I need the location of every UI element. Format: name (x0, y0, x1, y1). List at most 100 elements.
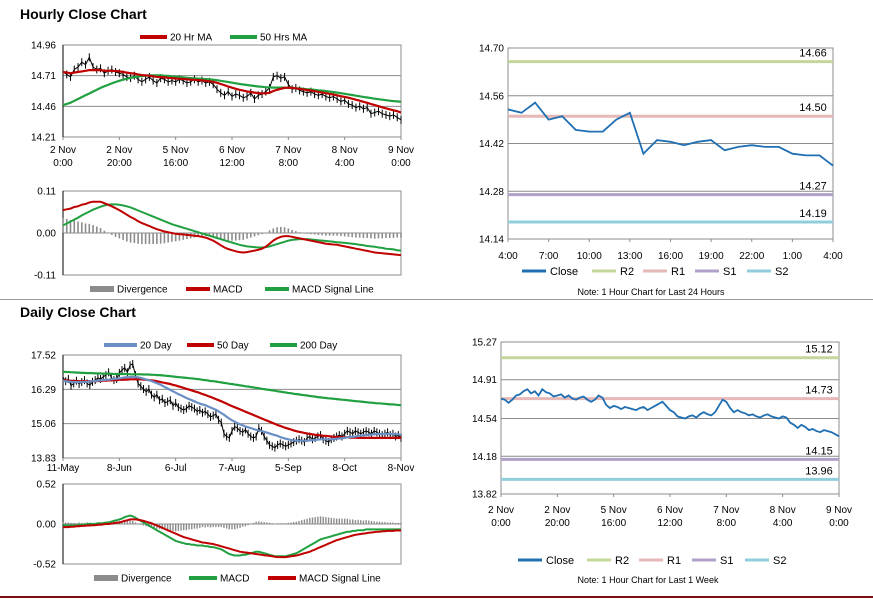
hourly-price-y-tick-label: 14.96 (31, 41, 56, 52)
legend-20-day-swatch (104, 343, 137, 347)
hourly-macd-y-tick-label: -0.11 (34, 271, 56, 282)
daily-pivot-x-tick-label: 4:00 (773, 518, 793, 529)
daily-pivot-x-tick-label: 2 Nov (488, 505, 514, 516)
hourly-price-x-tick-label: 8:00 (279, 158, 299, 169)
legend-daily-macd-signal-label: MACD Signal Line (299, 574, 381, 585)
legend-hourly-pivot-close-label: Close (550, 266, 578, 278)
legend-hourly-macd-signal-swatch (265, 287, 289, 291)
hourly-pivot-y-tick-label: 14.14 (479, 235, 504, 246)
hourly-price-x-tick-label: 4:00 (335, 158, 355, 169)
daily-price-y-tick-label: 16.29 (31, 385, 56, 396)
hourly-macd-y-tick-label: 0.00 (37, 229, 57, 240)
hourly-price-x-tick-label: 16:00 (163, 158, 188, 169)
daily-pivot-pivot-s1-value: 14.15 (805, 445, 833, 457)
hourly-pivot-y-tick-label: 14.70 (479, 44, 504, 55)
hourly-section-title: Hourly Close Chart (20, 6, 147, 22)
legend-20hr-ma-swatch (140, 35, 167, 39)
legend-200-day-swatch (270, 343, 297, 347)
hourly-price-x-tick-label: 7 Nov (275, 145, 301, 156)
hourly-pivot-x-tick-label: 4:00 (498, 251, 518, 262)
legend-hourly-divergence-swatch (90, 286, 114, 292)
hourly-pivot-x-tick-label: 1:00 (783, 251, 803, 262)
hourly-pivot-x-tick-label: 10:00 (577, 251, 602, 262)
hourly-price-y-tick-label: 14.21 (31, 133, 56, 144)
daily-pivot-x-tick-label: 8 Nov (770, 505, 796, 516)
daily-pivot-plot-frame (500, 341, 840, 495)
daily-price-y-tick-label: 13.83 (31, 454, 56, 465)
hourly-price-plot-frame (62, 44, 402, 138)
legend-50hrs-ma-swatch (230, 35, 257, 39)
daily-macd-y-tick-label: -0.52 (33, 560, 56, 571)
legend-200-day-label: 200 Day (300, 341, 337, 352)
daily-pivot-x-tick-label: 12:00 (657, 518, 682, 529)
daily-macd-y-tick-label: 0.52 (37, 480, 57, 491)
hourly-price-y-tick-label: 14.71 (31, 71, 56, 82)
legend-hourly-pivot-s1-label: S1 (723, 266, 736, 278)
hourly-price-series (62, 56, 402, 121)
daily-pivot-x-tick-label: 8:00 (717, 518, 737, 529)
daily-price-x-tick-label: 11-May (47, 463, 80, 474)
legend-daily-pivot-s1-label: S1 (720, 555, 733, 567)
daily-price-x-tick-label: 5-Sep (275, 463, 302, 474)
daily-ma20-series (62, 375, 402, 442)
legend-daily-divergence-label: Divergence (121, 574, 172, 585)
hourly-pivot-close-series (507, 101, 834, 167)
legend-hourly-pivot-r2-label: R2 (620, 266, 634, 278)
daily-pivot-x-tick-label: 9 Nov (826, 505, 852, 516)
hourly-macd-signal-series (62, 203, 402, 252)
daily-pivot-x-tick-label: 0:00 (491, 518, 511, 529)
hourly-price-x-tick-label: 6 Nov (219, 145, 245, 156)
legend-daily-pivot-r1-label: R1 (667, 555, 681, 567)
daily-price-x-tick-label: 8-Nov (388, 463, 415, 474)
legend-daily-pivot-close-label: Close (546, 555, 574, 567)
hourly-price-x-tick-label: 2 Nov (106, 145, 132, 156)
legend-hourly-divergence-label: Divergence (117, 285, 168, 296)
hourly-pivot-x-tick-label: 7:00 (539, 251, 559, 262)
daily-macd-series (63, 514, 401, 558)
daily-pivot-x-tick-label: 2 Nov (544, 505, 570, 516)
hourly-pivot-x-tick-label: 16:00 (658, 251, 683, 262)
legend-50-day-swatch (187, 343, 214, 347)
daily-price-y-tick-label: 15.06 (31, 419, 56, 430)
daily-price-x-tick-label: 8-Oct (332, 463, 357, 474)
daily-pivot-pivot-s2-value: 13.96 (805, 465, 833, 477)
daily-pivot-y-tick-label: 14.91 (472, 375, 497, 386)
hourly-pivot-y-tick-label: 14.28 (479, 187, 504, 198)
hourly-macd-series (62, 200, 402, 257)
daily-pivot-y-tick-label: 14.18 (472, 452, 497, 463)
daily-pivot-pivot-r1-value: 14.73 (805, 385, 833, 397)
legend-hourly-macd-swatch (186, 287, 210, 291)
hourly-price-x-tick-label: 20:00 (107, 158, 132, 169)
daily-section-title: Daily Close Chart (20, 304, 136, 320)
daily-price-x-tick-label: 8-Jun (107, 463, 132, 474)
hourly-price-x-tick-label: 0:00 (53, 158, 73, 169)
hourly-pivot-x-tick-label: 19:00 (699, 251, 724, 262)
hourly-pivot-x-tick-label: 22:00 (739, 251, 764, 262)
daily-pivot-x-tick-label: 5 Nov (601, 505, 627, 516)
daily-pivot-close-series (500, 387, 840, 438)
hourly-price-x-tick-label: 8 Nov (332, 145, 358, 156)
daily-pivot-y-tick-label: 13.82 (472, 490, 497, 501)
daily-pivot-x-tick-label: 16:00 (601, 518, 626, 529)
daily-pivot-pivot-r2-value: 15.12 (805, 344, 833, 356)
legend-hourly-pivot-r1-label: R1 (671, 266, 685, 278)
legend-20-day-label: 20 Day (140, 341, 172, 352)
daily-macd-y-tick-label: 0.00 (37, 520, 57, 531)
daily-macd-signal-series (63, 518, 401, 559)
legend-daily-pivot-s2-label: S2 (773, 555, 786, 567)
hourly-pivot-x-tick-label: 4:00 (823, 251, 843, 262)
daily-ma200-series (62, 370, 402, 407)
hourly-price-y-tick-label: 14.46 (31, 102, 56, 113)
hourly-price-x-tick-label: 9 Nov (388, 145, 414, 156)
daily-price-x-tick-label: 6-Jul (165, 463, 187, 474)
hourly-pivot-pivot-s1-value: 14.27 (799, 181, 827, 193)
legend-hourly-macd-signal-label: MACD Signal Line (292, 285, 374, 296)
daily-pivot-y-tick-label: 14.54 (472, 414, 497, 425)
daily-pivot-y-tick-label: 15.27 (472, 338, 497, 349)
legend-50-day-label: 50 Day (217, 341, 249, 352)
daily-pivot-x-tick-label: 0:00 (829, 518, 849, 529)
hourly-price-x-tick-label: 5 Nov (163, 145, 189, 156)
hourly-ma20-series (62, 69, 402, 114)
